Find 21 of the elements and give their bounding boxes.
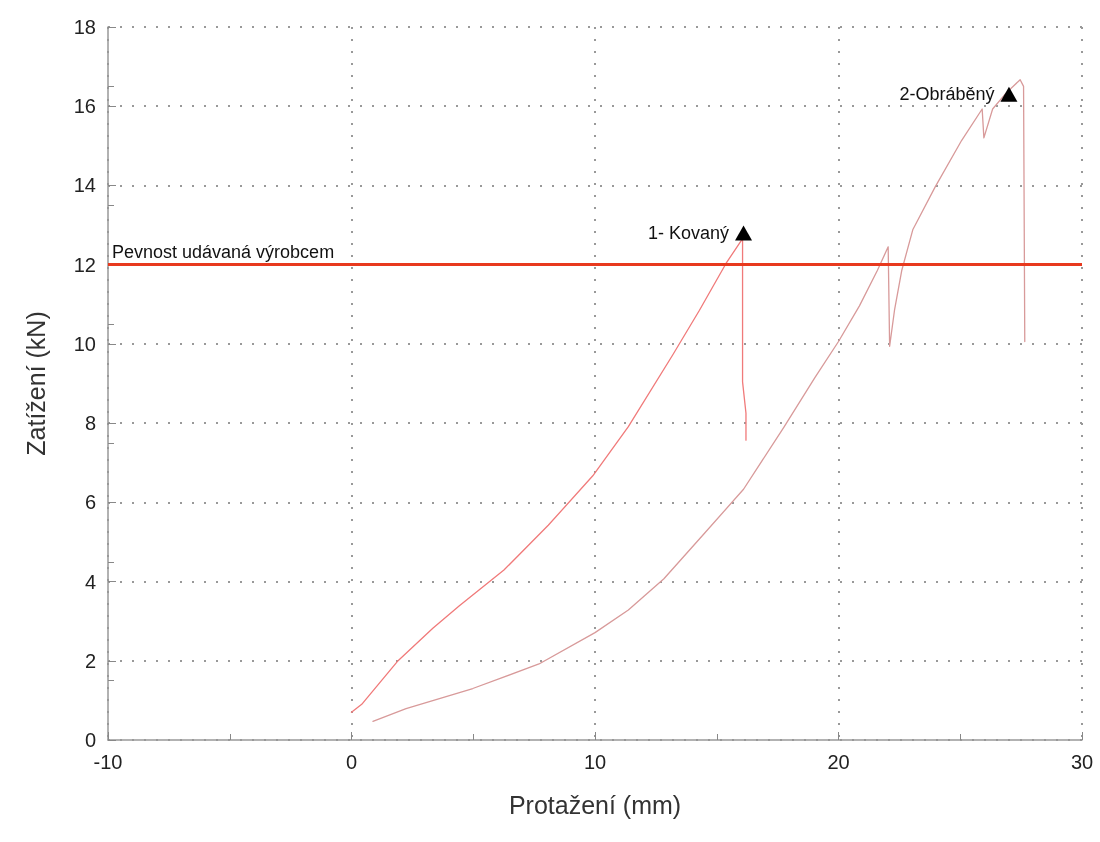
annotation: 1- Kovaný [647,222,730,243]
y-tick-label: 8 [84,412,96,435]
y-axis-title: Zatížení (kN) [21,311,50,456]
y-tick-label: 0 [84,729,96,751]
annotation: 2-Obráběný [899,84,995,105]
y-tick-label: 4 [84,570,96,593]
x-axis-title: Protažení (mm) [508,790,682,819]
x-tick-label: 10 [583,751,607,773]
y-tick-label: 6 [84,491,96,514]
y-tick-label: 18 [73,16,96,38]
x-tick-label: 0 [345,751,358,773]
line-series [372,79,1026,723]
y-tick-label: 10 [73,332,96,355]
ref-line-label: Pevnost udávaná výrobcem [112,241,335,262]
x-tick-label: 20 [827,751,850,773]
x-tick-label: 30 [1070,751,1094,773]
y-tick-label: 12 [73,253,96,276]
y-tick-label: 2 [84,649,96,672]
y-tick-label: 14 [73,174,96,197]
y-tick-label: 16 [73,95,96,118]
x-tick-label: -10 [93,751,123,773]
